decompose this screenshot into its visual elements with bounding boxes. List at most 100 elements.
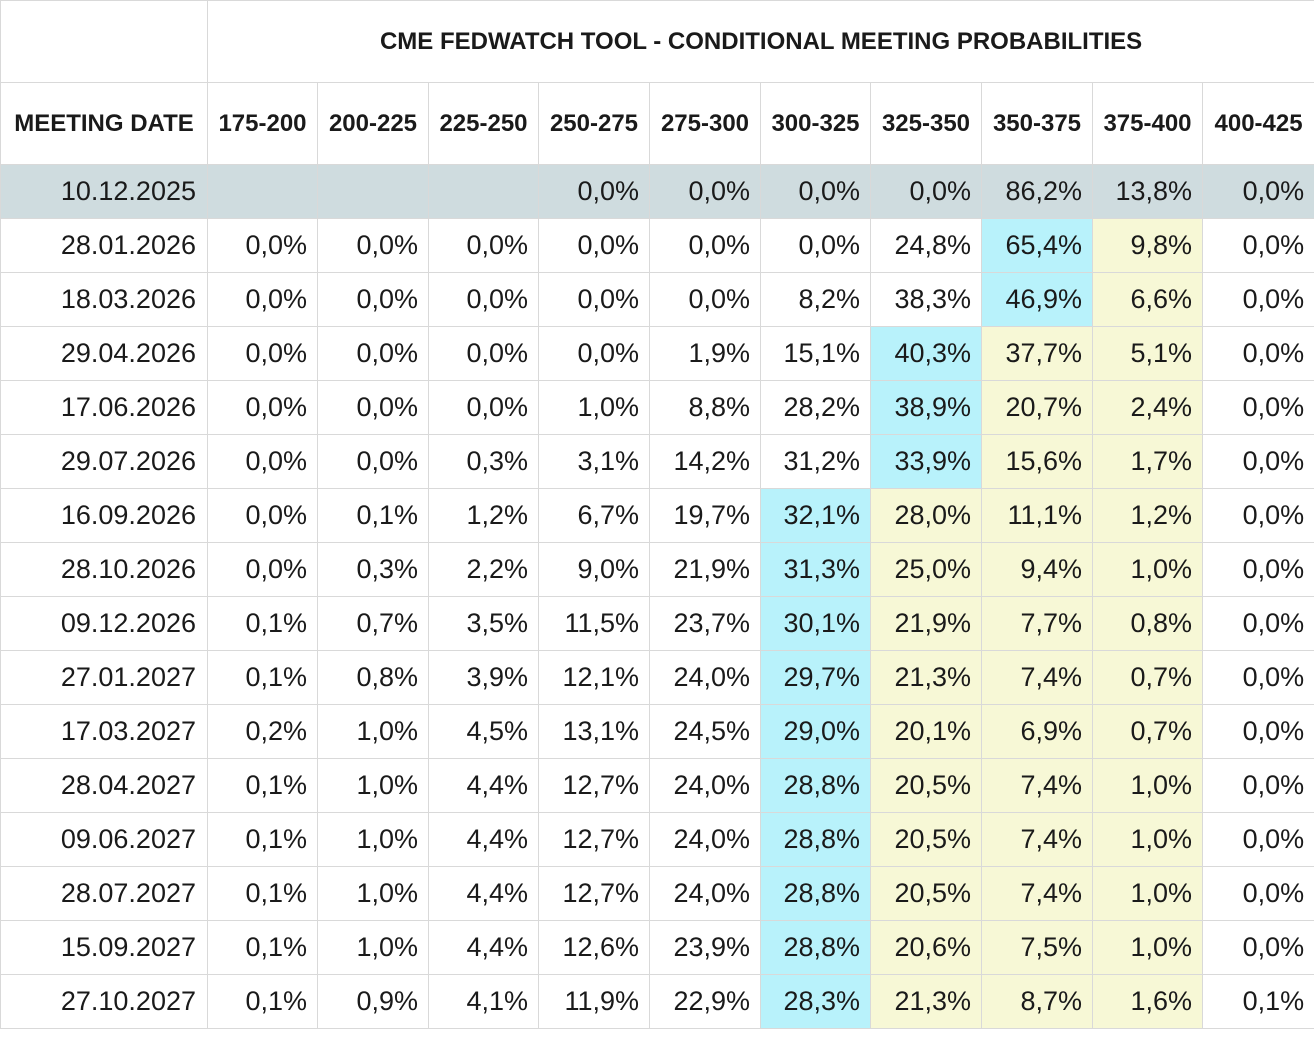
probability-cell: 21,9% [649, 542, 761, 597]
table-row: 28.10.2026 0,0% 0,3% 2,2% 9,0% 21,9% 31,3% 25,0… [0, 542, 1314, 597]
probability-cell: 4,4% [428, 920, 539, 975]
column-header-200-225: 200-225 [317, 82, 429, 165]
probability-cell: 0,8% [1092, 596, 1203, 651]
probability-cell: 0,0% [1201, 812, 1314, 867]
probability-cell: 20,7% [981, 380, 1093, 435]
probability-cell: 1,0% [538, 380, 650, 435]
table-body: 10.12.2025 0,0% 0,0% 0,0% 0,0% 86,2% 13,8% 0,0%… [0, 164, 1314, 1029]
probability-cell: 6,7% [538, 488, 650, 543]
meeting-date-cell: 17.06.2026 [0, 380, 208, 435]
probability-cell: 0,0% [1201, 380, 1314, 435]
probability-cell: 30,1% [760, 596, 871, 651]
probability-cell: 28,2% [760, 380, 871, 435]
meeting-date-cell: 17.03.2027 [0, 704, 208, 759]
corner-cell [0, 0, 208, 83]
table-title: CME FEDWATCH TOOL - CONDITIONAL MEETING … [206, 0, 1314, 83]
column-header-350-375: 350-375 [981, 82, 1093, 165]
probability-cell: 11,1% [981, 488, 1093, 543]
table-row: 27.01.2027 0,1% 0,8% 3,9% 12,1% 24,0% 29,7% 21,… [0, 650, 1314, 705]
meeting-date-cell: 09.12.2026 [0, 596, 208, 651]
probability-cell: 13,8% [1092, 164, 1203, 219]
meeting-date-cell: 18.03.2026 [0, 272, 208, 327]
probability-cell: 0,0% [1201, 434, 1314, 489]
probability-cell: 0,3% [317, 542, 429, 597]
probability-cell: 8,8% [649, 380, 761, 435]
probability-cell: 0,1% [207, 920, 318, 975]
title-row: CME FEDWATCH TOOL - CONDITIONAL MEETING … [0, 0, 1314, 83]
probability-cell: 0,8% [317, 650, 429, 705]
table-row: 17.03.2027 0,2% 1,0% 4,5% 13,1% 24,5% 29,0% 20,… [0, 704, 1314, 759]
probability-cell: 4,4% [428, 812, 539, 867]
probability-cell: 7,4% [981, 866, 1093, 921]
probability-cell: 24,0% [649, 866, 761, 921]
probability-cell: 21,3% [870, 974, 982, 1029]
probability-cell: 2,4% [1092, 380, 1203, 435]
probability-cell: 4,4% [428, 758, 539, 813]
probability-cell: 0,0% [317, 272, 429, 327]
table-row: 29.04.2026 0,0% 0,0% 0,0% 0,0% 1,9% 15,1% 40,3%… [0, 326, 1314, 381]
probability-cell: 1,0% [317, 704, 429, 759]
probability-cell: 37,7% [981, 326, 1093, 381]
probability-cell: 0,0% [1201, 650, 1314, 705]
probability-cell: 0,0% [1201, 218, 1314, 273]
meeting-date-cell: 29.04.2026 [0, 326, 208, 381]
probability-cell: 0,0% [649, 272, 761, 327]
probability-cell: 0,2% [207, 704, 318, 759]
table-row: 27.10.2027 0,1% 0,9% 4,1% 11,9% 22,9% 28,3% 21,… [0, 974, 1314, 1029]
probability-cell: 24,5% [649, 704, 761, 759]
probability-cell [207, 164, 318, 219]
probability-cell: 2,2% [428, 542, 539, 597]
probability-cell: 0,0% [207, 218, 318, 273]
probability-cell: 6,6% [1092, 272, 1203, 327]
probability-cell: 28,0% [870, 488, 982, 543]
probability-cell: 0,0% [1201, 704, 1314, 759]
probability-cell: 21,9% [870, 596, 982, 651]
probability-cell: 0,0% [1201, 866, 1314, 921]
probability-cell: 11,5% [538, 596, 650, 651]
probability-cell: 0,0% [1201, 758, 1314, 813]
table-row: 28.07.2027 0,1% 1,0% 4,4% 12,7% 24,0% 28,8% 20,… [0, 866, 1314, 921]
probability-cell: 0,0% [538, 218, 650, 273]
probability-cell: 1,0% [317, 866, 429, 921]
table-row: 16.09.2026 0,0% 0,1% 1,2% 6,7% 19,7% 32,1% 28,0… [0, 488, 1314, 543]
probability-cell: 23,7% [649, 596, 761, 651]
probability-cell: 3,1% [538, 434, 650, 489]
probability-cell: 20,5% [870, 812, 982, 867]
table-row: 28.01.2026 0,0% 0,0% 0,0% 0,0% 0,0% 0,0% 24,8% 6… [0, 218, 1314, 273]
probability-cell: 24,0% [649, 650, 761, 705]
probability-cell: 0,0% [1201, 542, 1314, 597]
probability-cell: 31,2% [760, 434, 871, 489]
probability-cell: 9,4% [981, 542, 1093, 597]
probability-cell: 0,1% [207, 596, 318, 651]
column-header-250-275: 250-275 [538, 82, 650, 165]
probability-cell: 1,0% [1092, 758, 1203, 813]
probability-cell [428, 164, 539, 219]
probability-cell: 12,7% [538, 812, 650, 867]
probability-cell: 0,0% [428, 380, 539, 435]
table-row: 29.07.2026 0,0% 0,0% 0,3% 3,1% 14,2% 31,2% 33,9… [0, 434, 1314, 489]
probability-cell: 21,3% [870, 650, 982, 705]
probability-cell: 3,5% [428, 596, 539, 651]
table-row: 10.12.2025 0,0% 0,0% 0,0% 0,0% 86,2% 13,8% 0,0% [0, 164, 1314, 219]
table-row: 17.06.2026 0,0% 0,0% 0,0% 1,0% 8,8% 28,2% 38,9%… [0, 380, 1314, 435]
probability-cell: 38,3% [870, 272, 982, 327]
probability-cell: 12,1% [538, 650, 650, 705]
probability-cell: 23,9% [649, 920, 761, 975]
probability-cell: 0,1% [207, 974, 318, 1029]
probability-cell: 0,0% [538, 272, 650, 327]
column-header-meeting-date: MEETING DATE [0, 82, 208, 165]
meeting-date-cell: 09.06.2027 [0, 812, 208, 867]
probability-cell: 0,0% [1201, 596, 1314, 651]
probability-cell: 11,9% [538, 974, 650, 1029]
probability-cell: 7,4% [981, 812, 1093, 867]
probability-cell: 0,0% [428, 272, 539, 327]
probability-cell: 1,0% [317, 920, 429, 975]
probability-cell: 0,0% [649, 164, 761, 219]
probability-cell: 7,7% [981, 596, 1093, 651]
probability-cell: 28,8% [760, 920, 871, 975]
probability-cell: 22,9% [649, 974, 761, 1029]
meeting-date-cell: 28.07.2027 [0, 866, 208, 921]
probability-cell [317, 164, 429, 219]
probability-cell: 38,9% [870, 380, 982, 435]
probability-cell: 0,1% [207, 650, 318, 705]
